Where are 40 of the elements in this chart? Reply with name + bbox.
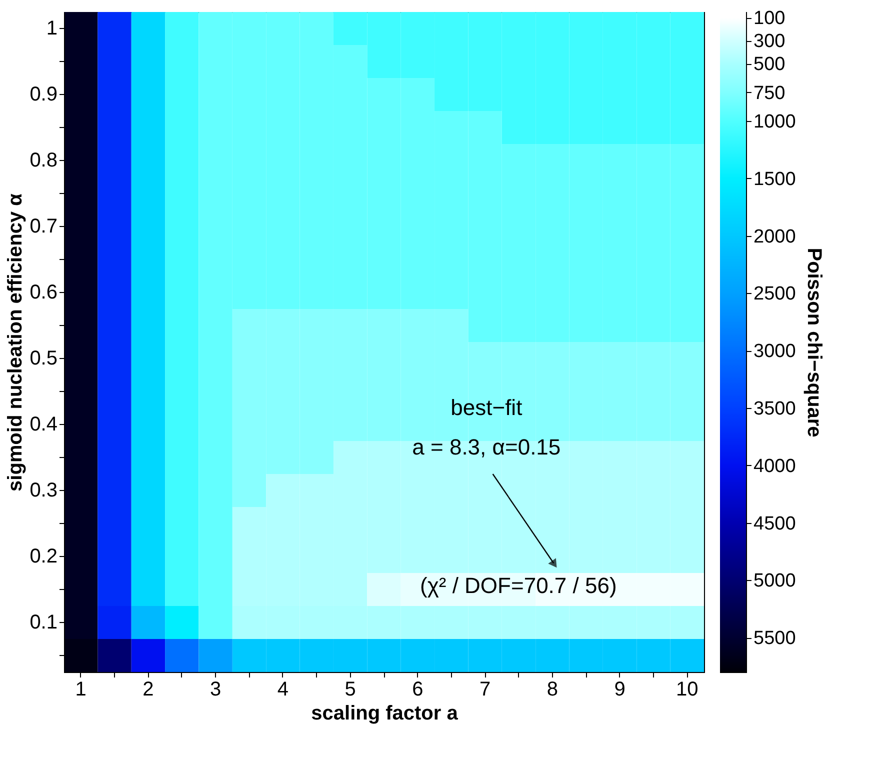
color-bar-label: 3000 [754,341,796,362]
color-bar-label: 5000 [754,570,796,592]
color-bar-label: 2500 [754,284,796,305]
color-bar-label: 5500 [754,628,796,650]
y-tick-label: 0.4 [30,414,58,436]
color-bar-label: 3500 [754,398,796,420]
color-bar-label: 4500 [754,513,796,534]
color-bar-label: 100 [754,8,786,30]
y-tick-label: 0.1 [30,612,58,634]
y-tick-label: 0.2 [30,546,58,568]
y-tick-label: 0.8 [30,150,58,172]
y-tick-label: 0.3 [30,480,58,502]
color-bar-label: 300 [754,31,786,52]
color-bar-label: 500 [754,54,786,76]
x-tick-label: 2 [142,678,154,700]
x-tick-label: 5 [344,678,356,700]
color-bar-label: 1000 [754,112,796,133]
annotation: a = 8.3, α=0.15 [412,434,561,460]
x-tick-label: 8 [546,678,558,700]
color-bar-label: 4000 [754,456,796,477]
x-tick-label: 3 [210,678,222,700]
color-bar-title: Poisson chi−square [802,248,825,438]
x-tick-label: 9 [614,678,626,700]
color-bar-label: 750 [754,82,786,104]
y-tick-label: 1 [46,18,58,40]
annotation: (χ² / DOF=70.7 / 56) [420,573,617,598]
x-axis-title: scaling factor a [311,702,459,724]
color-bar-label: 2000 [754,226,796,248]
x-tick-label: 6 [412,678,424,700]
y-tick-label: 0.5 [30,348,58,370]
color-bar-label: 1500 [754,168,796,190]
x-tick-label: 7 [479,678,491,700]
x-tick-label: 10 [676,678,698,700]
y-tick-label: 0.7 [30,216,58,238]
y-tick-label: 0.9 [30,84,58,106]
y-axis-title: sigmoid nucleation efficiency α [4,192,27,492]
x-tick-label: 1 [75,678,86,700]
y-tick-label: 0.6 [30,282,58,304]
annotation: best−fit [450,395,522,420]
x-tick-label: 4 [277,678,289,700]
